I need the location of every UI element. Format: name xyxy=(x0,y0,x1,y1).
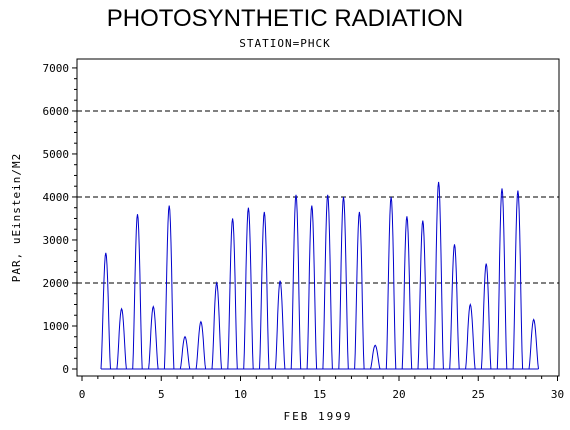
chart-title: PHOTOSYNTHETIC RADIATION xyxy=(106,5,464,32)
series-0-day-27 xyxy=(512,190,524,370)
series-0-day-10 xyxy=(243,207,254,370)
x-tick-label: 15 xyxy=(313,388,326,401)
reference-lines xyxy=(77,110,559,284)
series-0-day-11 xyxy=(259,211,270,370)
series-0-day-13 xyxy=(290,194,302,370)
x-axis-label: FEB 1999 xyxy=(284,410,353,423)
series-0-day-4 xyxy=(148,305,159,370)
series-0-day-23 xyxy=(449,244,460,370)
series-0-day-6 xyxy=(179,335,191,370)
x-tick-label: 20 xyxy=(392,388,405,401)
x-tick-label: 30 xyxy=(551,388,564,401)
y-tick-label: 1000 xyxy=(43,320,70,333)
series-0-day-24 xyxy=(465,302,476,370)
series-0-day-26 xyxy=(496,188,508,370)
y-tick-label: 2000 xyxy=(43,277,70,290)
series-0-day-19 xyxy=(385,196,397,370)
series-0-day-9 xyxy=(227,218,238,370)
y-axis: 0 1000 2000 3000 4000 5000 6000 7000 xyxy=(43,62,77,376)
series-0-day-8 xyxy=(211,281,222,370)
y-tick-label: 5000 xyxy=(43,148,70,161)
series-layer xyxy=(100,181,539,370)
series-0-day-2 xyxy=(116,307,127,370)
y-tick-label: 0 xyxy=(62,363,69,376)
series-0-day-1 xyxy=(100,252,111,370)
series-0-day-14 xyxy=(306,205,318,370)
series-0-day-12 xyxy=(274,280,286,370)
x-tick-label: 0 xyxy=(79,388,86,401)
series-0-day-25 xyxy=(480,263,492,370)
series-0-day-7 xyxy=(195,320,207,370)
series-0-day-5 xyxy=(163,205,175,370)
x-tick-label: 10 xyxy=(234,388,247,401)
series-0-day-15 xyxy=(322,194,333,370)
y-tick-label: 7000 xyxy=(43,62,70,75)
y-tick-label: 4000 xyxy=(43,191,70,204)
series-0-day-20 xyxy=(401,216,413,370)
x-axis: 0 5 10 15 20 25 30 xyxy=(79,376,564,401)
y-axis-label: PAR, uEinstein/M2 xyxy=(10,153,23,283)
series-0-day-16 xyxy=(338,196,349,370)
y-tick-label: 3000 xyxy=(43,234,70,247)
x-tick-label: 5 xyxy=(158,388,165,401)
series-0-day-3 xyxy=(132,214,143,370)
series-0-day-22 xyxy=(433,181,444,370)
plot-frame xyxy=(76,58,560,377)
series-0-day-17 xyxy=(354,211,365,370)
series-0-day-21 xyxy=(417,220,428,370)
chart-subtitle: STATION=PHCK xyxy=(239,37,331,50)
series-0-day-18 xyxy=(370,344,381,370)
series-0-day-28 xyxy=(528,318,539,370)
x-tick-label: 25 xyxy=(472,388,485,401)
y-tick-label: 6000 xyxy=(43,105,70,118)
